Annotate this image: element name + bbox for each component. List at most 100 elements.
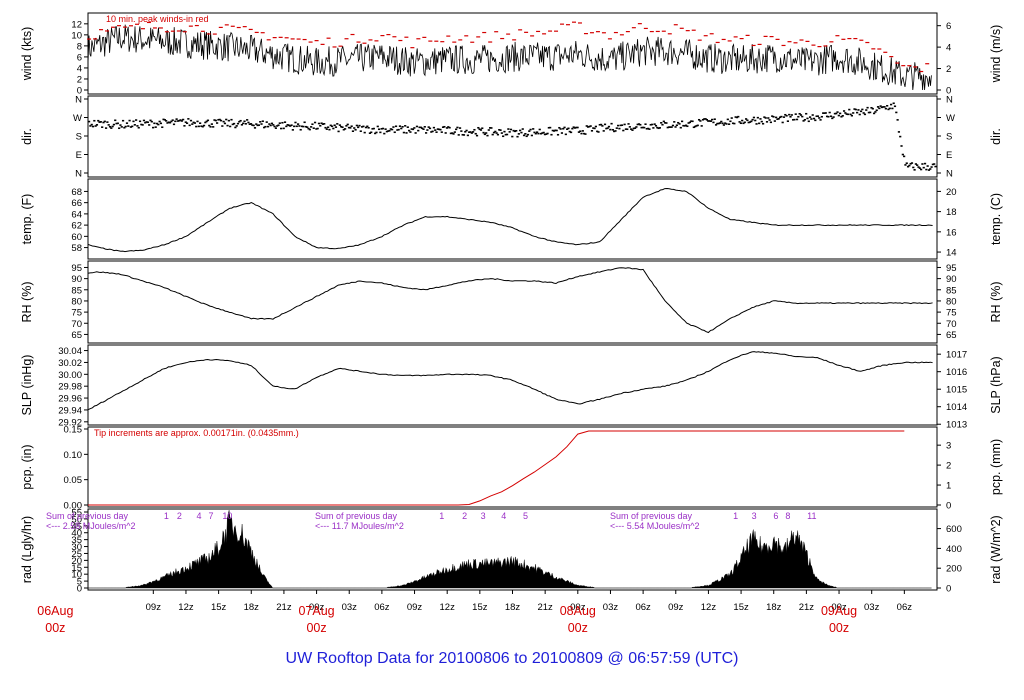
direction-point <box>246 119 249 121</box>
direction-point <box>410 128 413 130</box>
direction-point <box>165 120 168 122</box>
direction-point <box>197 125 200 128</box>
direction-point <box>415 125 419 128</box>
direction-point <box>199 122 202 124</box>
direction-point <box>176 120 180 122</box>
direction-point <box>661 123 664 126</box>
direction-point <box>781 121 784 124</box>
direction-point <box>244 123 247 125</box>
direction-point <box>104 127 108 129</box>
y-axis-label-left: temp. (F) <box>20 194 34 245</box>
right-tick-label: 3 <box>946 441 951 452</box>
direction-point <box>670 126 673 128</box>
y-axis-label-right: pcp. (mm) <box>989 439 1003 495</box>
panel-frame <box>87 344 938 426</box>
direction-point <box>103 120 106 123</box>
right-tick-label: 1016 <box>946 367 967 378</box>
direction-point <box>563 126 566 129</box>
direction-point <box>790 114 793 116</box>
direction-point <box>184 121 187 123</box>
direction-point <box>852 112 855 114</box>
direction-point <box>807 120 810 123</box>
direction-point <box>439 128 442 131</box>
x-tick-label: 09z <box>407 602 423 613</box>
direction-point <box>219 119 223 122</box>
sum-label: Sum of previous day <box>315 511 398 521</box>
direction-point <box>261 120 264 123</box>
direction-point <box>107 124 110 126</box>
direction-point <box>252 124 255 127</box>
direction-point <box>313 121 317 124</box>
direction-point <box>922 166 925 169</box>
direction-point <box>502 135 505 138</box>
direction-point <box>717 122 720 125</box>
direction-point <box>623 123 626 126</box>
direction-point <box>743 121 746 124</box>
direction-point <box>802 120 805 122</box>
y-axis-label-right: SLP (hPa) <box>989 356 1003 413</box>
direction-point <box>912 166 915 169</box>
direction-point <box>178 119 181 122</box>
direction-point <box>332 127 335 130</box>
direction-point <box>255 123 258 125</box>
direction-point <box>414 132 417 134</box>
direction-point <box>388 129 391 132</box>
direction-point <box>581 130 584 132</box>
right-tick-label: 70 <box>946 319 957 330</box>
left-tick-label: N <box>75 95 82 106</box>
right-tick-label: 200 <box>946 564 962 575</box>
direction-point <box>440 131 443 133</box>
direction-point <box>460 130 463 132</box>
direction-point <box>196 120 199 123</box>
direction-point <box>849 113 852 116</box>
direction-point <box>910 162 914 164</box>
direction-point <box>677 121 680 124</box>
direction-point <box>597 131 600 133</box>
direction-point <box>469 131 472 133</box>
direction-point <box>482 131 485 134</box>
direction-point <box>738 121 741 123</box>
direction-point <box>904 164 907 166</box>
direction-point <box>786 120 789 122</box>
direction-point <box>811 114 814 116</box>
y-axis-label-right: temp. (C) <box>989 193 1003 245</box>
left-tick-label: 30.04 <box>58 346 82 357</box>
direction-point <box>566 128 569 130</box>
direction-point <box>383 132 386 135</box>
direction-point <box>871 107 874 110</box>
direction-point <box>367 127 370 129</box>
direction-point <box>522 134 526 137</box>
direction-point <box>652 127 655 129</box>
direction-point <box>491 133 494 136</box>
direction-point <box>495 132 498 134</box>
direction-point <box>256 124 259 127</box>
direction-point <box>883 106 886 108</box>
x-tick-label: 15z <box>733 602 749 613</box>
left-tick-label: 85 <box>71 285 82 296</box>
direction-point <box>133 124 136 126</box>
direction-point <box>636 123 639 126</box>
direction-point <box>175 118 178 120</box>
direction-point <box>721 122 724 125</box>
direction-point <box>249 123 253 125</box>
series-line-sea_level_pressure <box>87 351 933 411</box>
direction-point <box>547 126 550 129</box>
series-line-wind <box>87 24 932 91</box>
direction-point <box>598 123 601 126</box>
direction-point <box>688 121 692 124</box>
direction-point <box>778 116 782 119</box>
direction-point <box>168 121 172 124</box>
direction-point <box>251 124 254 126</box>
direction-point <box>610 122 613 125</box>
direction-point <box>434 129 437 131</box>
direction-point <box>477 126 480 129</box>
direction-point <box>567 127 570 130</box>
direction-point <box>705 118 709 121</box>
direction-point <box>920 168 923 171</box>
direction-point <box>285 125 288 128</box>
sum-label: Sum of previous day <box>610 511 693 521</box>
left-tick-label: 50 <box>71 514 82 525</box>
panel-frame <box>87 260 938 344</box>
direction-point <box>481 127 484 130</box>
